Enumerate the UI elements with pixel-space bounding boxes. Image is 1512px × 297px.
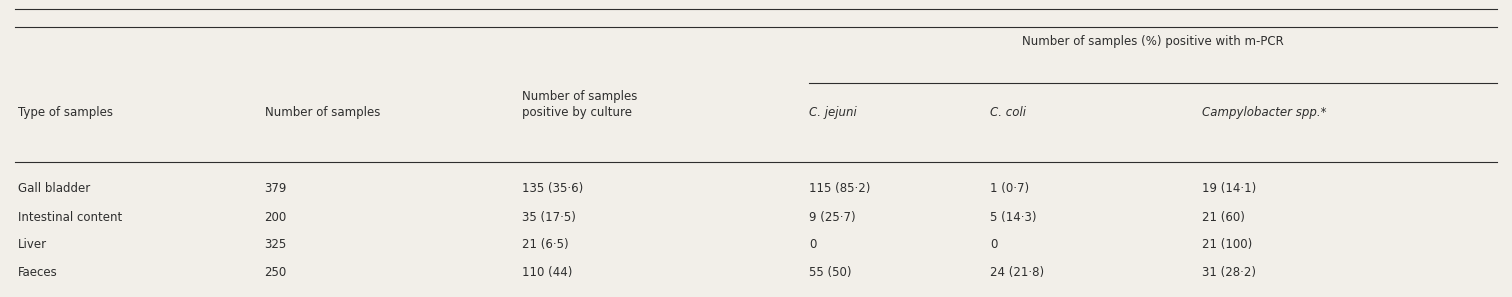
Text: 21 (100): 21 (100) bbox=[1202, 238, 1252, 251]
Text: 55 (50): 55 (50) bbox=[809, 266, 851, 279]
Text: Campylobacter spp.*: Campylobacter spp.* bbox=[1202, 106, 1326, 119]
Text: 21 (6·5): 21 (6·5) bbox=[522, 238, 569, 251]
Text: Liver: Liver bbox=[18, 238, 47, 251]
Text: Gall bladder: Gall bladder bbox=[18, 181, 91, 195]
Text: Number of samples: Number of samples bbox=[265, 106, 380, 119]
Text: C. jejuni: C. jejuni bbox=[809, 106, 857, 119]
Text: Intestinal content: Intestinal content bbox=[18, 211, 122, 224]
Text: 115 (85·2): 115 (85·2) bbox=[809, 181, 871, 195]
Text: 250: 250 bbox=[265, 266, 287, 279]
Text: 24 (21·8): 24 (21·8) bbox=[990, 266, 1045, 279]
Text: 110 (44): 110 (44) bbox=[522, 266, 572, 279]
Text: 19 (14·1): 19 (14·1) bbox=[1202, 181, 1256, 195]
Text: 135 (35·6): 135 (35·6) bbox=[522, 181, 584, 195]
Text: 0: 0 bbox=[809, 238, 816, 251]
Text: Faeces: Faeces bbox=[18, 266, 57, 279]
Text: 1 (0·7): 1 (0·7) bbox=[990, 181, 1030, 195]
Text: Number of samples (%) positive with m-PCR: Number of samples (%) positive with m-PC… bbox=[1022, 34, 1284, 48]
Text: 31 (28·2): 31 (28·2) bbox=[1202, 266, 1256, 279]
Text: 0: 0 bbox=[990, 238, 998, 251]
Text: 325: 325 bbox=[265, 238, 287, 251]
Text: C. coli: C. coli bbox=[990, 106, 1027, 119]
Text: 21 (60): 21 (60) bbox=[1202, 211, 1244, 224]
Text: Type of samples: Type of samples bbox=[18, 106, 113, 119]
Text: 200: 200 bbox=[265, 211, 287, 224]
Text: 35 (17·5): 35 (17·5) bbox=[522, 211, 576, 224]
Text: 379: 379 bbox=[265, 181, 287, 195]
Text: 5 (14·3): 5 (14·3) bbox=[990, 211, 1037, 224]
Text: 9 (25·7): 9 (25·7) bbox=[809, 211, 856, 224]
Text: Number of samples
positive by culture: Number of samples positive by culture bbox=[522, 90, 637, 119]
